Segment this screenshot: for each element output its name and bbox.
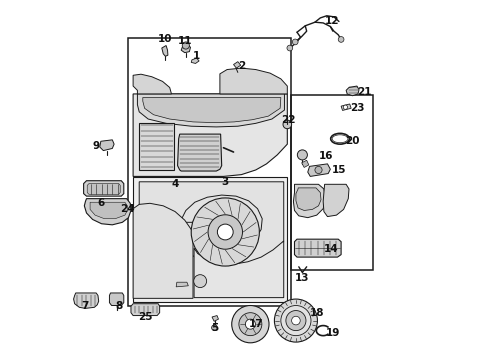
Polygon shape — [143, 98, 281, 123]
Text: 8: 8 — [115, 301, 122, 311]
Bar — [139, 123, 174, 170]
Polygon shape — [90, 202, 127, 219]
Polygon shape — [133, 177, 287, 302]
Circle shape — [283, 120, 292, 129]
Polygon shape — [220, 68, 287, 94]
Polygon shape — [84, 181, 124, 196]
Circle shape — [239, 313, 262, 336]
Text: 5: 5 — [211, 323, 218, 333]
Circle shape — [245, 319, 255, 329]
Text: 22: 22 — [281, 115, 295, 125]
Circle shape — [232, 306, 269, 343]
Polygon shape — [176, 282, 188, 287]
Polygon shape — [133, 94, 287, 176]
Polygon shape — [294, 184, 326, 218]
Text: 13: 13 — [295, 273, 310, 283]
Polygon shape — [194, 241, 284, 298]
Circle shape — [287, 45, 293, 51]
Polygon shape — [302, 160, 309, 167]
Polygon shape — [294, 239, 341, 257]
Text: 15: 15 — [332, 165, 346, 175]
Text: 6: 6 — [97, 198, 104, 208]
Circle shape — [274, 299, 318, 342]
Text: 21: 21 — [357, 87, 371, 97]
Text: 12: 12 — [324, 17, 339, 27]
Text: 25: 25 — [138, 312, 152, 322]
Polygon shape — [191, 58, 199, 63]
Circle shape — [208, 215, 243, 249]
Circle shape — [194, 275, 207, 288]
Text: 19: 19 — [326, 328, 340, 338]
Text: 2: 2 — [238, 61, 245, 71]
Text: 20: 20 — [345, 136, 360, 146]
Polygon shape — [323, 184, 349, 217]
Circle shape — [338, 37, 344, 42]
Circle shape — [191, 198, 259, 266]
Polygon shape — [212, 316, 219, 321]
Bar — [291, 95, 373, 270]
Text: 9: 9 — [93, 141, 100, 151]
Polygon shape — [84, 199, 131, 225]
Text: 14: 14 — [324, 244, 339, 254]
Text: 4: 4 — [172, 179, 179, 189]
Text: 18: 18 — [310, 309, 325, 318]
Polygon shape — [87, 184, 120, 194]
Polygon shape — [133, 203, 193, 298]
Text: 16: 16 — [318, 150, 333, 161]
Text: 11: 11 — [177, 36, 192, 46]
Circle shape — [281, 306, 311, 336]
Polygon shape — [133, 74, 171, 94]
Polygon shape — [346, 86, 359, 96]
Bar — [128, 38, 291, 306]
Polygon shape — [341, 104, 351, 111]
Polygon shape — [181, 44, 191, 53]
Polygon shape — [109, 293, 124, 306]
Polygon shape — [234, 62, 241, 68]
Circle shape — [293, 39, 298, 45]
Polygon shape — [308, 164, 330, 176]
Circle shape — [343, 105, 347, 109]
Circle shape — [297, 150, 307, 160]
Circle shape — [315, 166, 322, 174]
Polygon shape — [131, 304, 160, 316]
Polygon shape — [139, 182, 284, 270]
Text: 1: 1 — [193, 51, 200, 61]
Circle shape — [212, 325, 218, 330]
Text: 24: 24 — [120, 204, 135, 215]
Circle shape — [182, 42, 190, 49]
Text: 7: 7 — [82, 301, 89, 311]
Circle shape — [292, 316, 300, 325]
Text: 3: 3 — [221, 177, 229, 187]
Polygon shape — [74, 293, 98, 309]
Text: 23: 23 — [350, 103, 364, 113]
Polygon shape — [162, 45, 168, 56]
Polygon shape — [296, 188, 321, 211]
Text: 10: 10 — [158, 35, 172, 44]
Polygon shape — [177, 134, 221, 171]
Polygon shape — [100, 140, 114, 150]
Text: 17: 17 — [248, 319, 263, 329]
Circle shape — [218, 224, 233, 240]
Circle shape — [286, 311, 306, 330]
Polygon shape — [137, 94, 285, 127]
